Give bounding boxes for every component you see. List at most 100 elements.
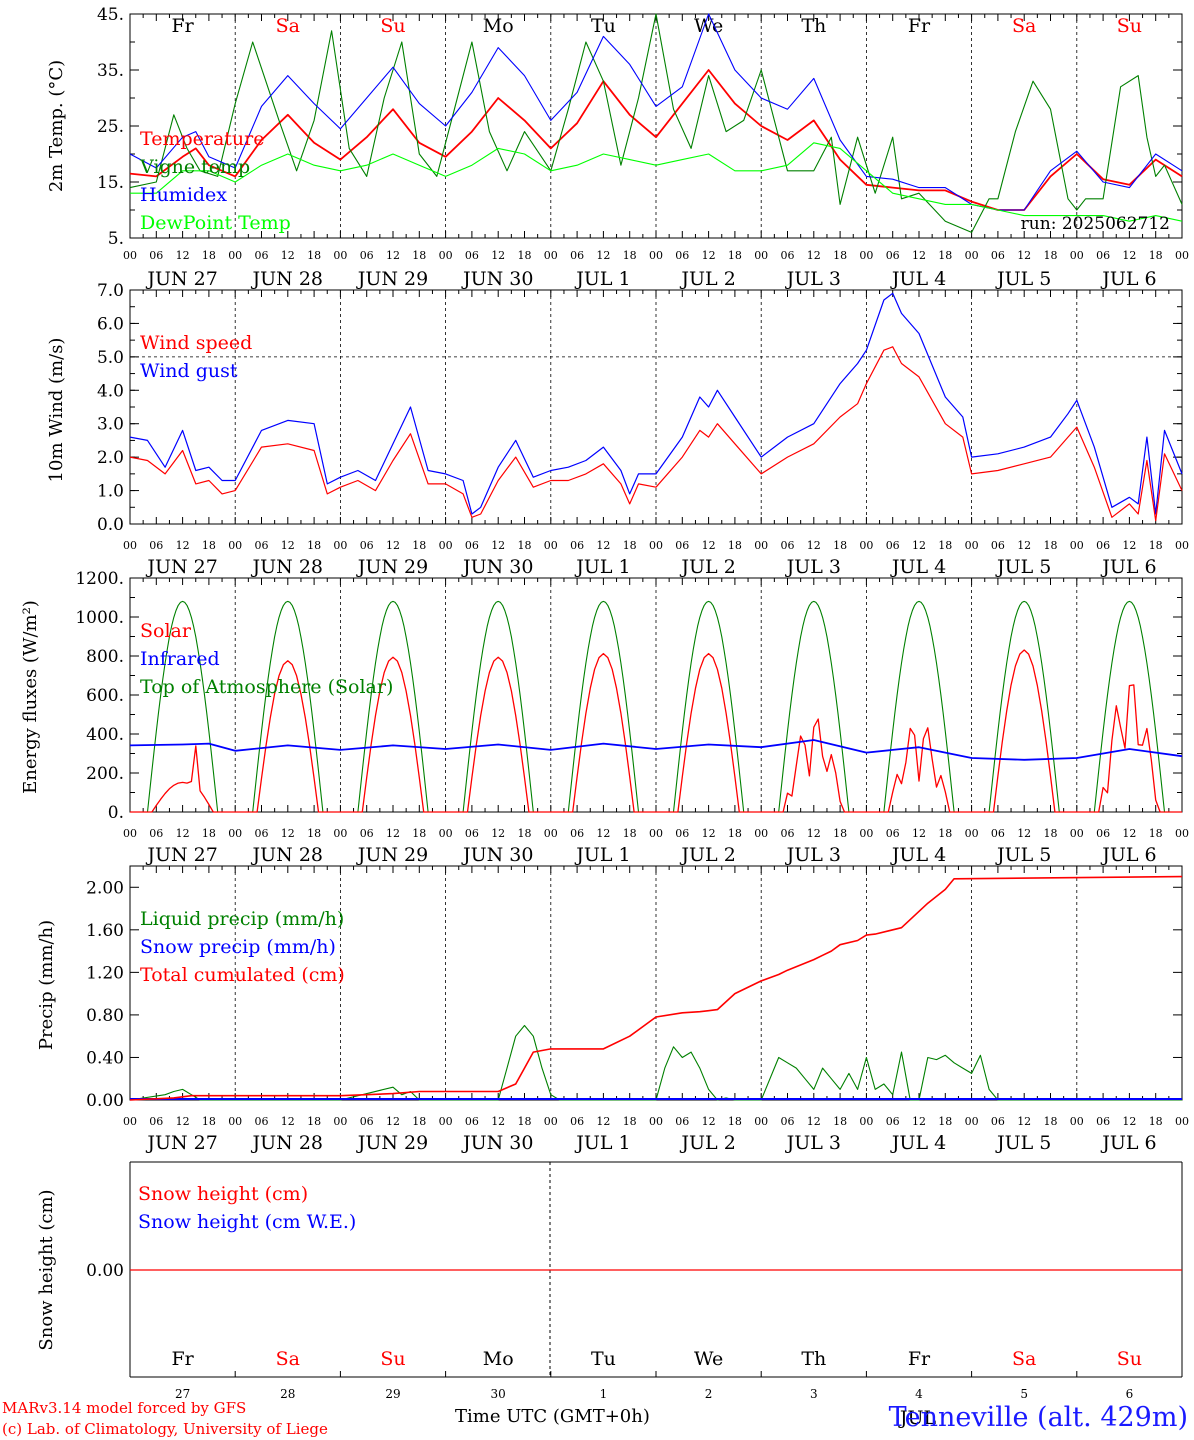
precip-ytick-label: 2.00 (86, 878, 124, 898)
snow-daynum-label: 27 (175, 1387, 190, 1401)
energy-hour-label: 18 (518, 827, 532, 840)
energy-hour-label: 06 (886, 827, 900, 840)
wind-hour-label: 18 (202, 539, 216, 552)
wind-hour-label: 12 (281, 539, 295, 552)
wind-ytick-label: 2.0 (97, 448, 124, 468)
wind-series-wind-speed (129, 346, 1183, 522)
energy-hour-label: 00 (544, 827, 558, 840)
snow-weekday-label: Mo (483, 1348, 514, 1370)
temp-hour-label: 18 (623, 249, 637, 262)
energy-hour-label: 06 (255, 827, 269, 840)
snow-weekday-label: Th (801, 1348, 826, 1370)
wind-hour-label: 18 (623, 539, 637, 552)
temp-hour-label: 06 (675, 249, 689, 262)
energy-ylabel: Energy fluxes (W/m²) (20, 600, 41, 794)
energy-date-label: JUN 29 (356, 844, 428, 866)
time-axis-label: Time UTC (GMT+0h) (455, 1406, 650, 1427)
temp-hour-label: 12 (807, 249, 821, 262)
snow-daynum-label: 4 (915, 1387, 923, 1401)
energy-ytick-label: 200. (86, 764, 124, 784)
energy-hour-label: 12 (702, 827, 716, 840)
temp-border (129, 13, 1183, 239)
temp-ytick-label: 45. (97, 5, 124, 25)
precip-hour-label: 12 (491, 1115, 505, 1128)
precip-hour-label: 00 (754, 1115, 768, 1128)
temp-hour-label: 18 (1044, 249, 1058, 262)
temp-weekday-label: Th (801, 15, 826, 37)
snow-ytick-label: 0.00 (86, 1261, 124, 1281)
wind-hour-label: 18 (307, 539, 321, 552)
energy-hour-label: 06 (360, 827, 374, 840)
precip-hour-label: 18 (833, 1115, 847, 1128)
wind-hour-label: 12 (491, 539, 505, 552)
temp-ytick-label: 35. (97, 61, 124, 81)
wind-ytick-label: 1.0 (97, 482, 124, 502)
temp-hour-label: 00 (1175, 249, 1189, 262)
wind-hour-label: 06 (360, 539, 374, 552)
precip-hour-label: 06 (991, 1115, 1005, 1128)
temp-hour-label: 18 (518, 249, 532, 262)
energy-hour-label: 12 (281, 827, 295, 840)
energy-hour-label: 00 (123, 827, 137, 840)
energy-hour-label: 12 (491, 827, 505, 840)
wind-ylabel: 10m Wind (m/s) (46, 338, 67, 483)
wind-date-label: JUN 27 (145, 556, 217, 578)
temp-hour-label: 12 (281, 249, 295, 262)
temp-hour-label: 06 (255, 249, 269, 262)
wind-hour-label: 00 (228, 539, 242, 552)
wind-hour-label: 00 (965, 539, 979, 552)
temp-series-dewpoint-temp (130, 142, 1183, 222)
temp-date-label: JUL 6 (1100, 268, 1156, 290)
snow-daynum-label: 1 (600, 1387, 608, 1401)
energy-hour-label: 18 (1149, 827, 1163, 840)
energy-hour-label: 00 (228, 827, 242, 840)
precip-ytick-label: 0.00 (86, 1091, 124, 1111)
snow-legend-item: Snow height (cm W.E.) (138, 1211, 356, 1233)
wind-date-label: JUN 29 (356, 556, 428, 578)
energy-hour-label: 18 (623, 827, 637, 840)
temp-date-label: JUL 1 (574, 268, 630, 290)
precip-hour-label: 06 (360, 1115, 374, 1128)
energy-hour-label: 00 (1070, 827, 1084, 840)
energy-hour-label: 00 (649, 827, 663, 840)
precip-date-label: JUL 4 (890, 1132, 946, 1154)
wind-hour-label: 06 (886, 539, 900, 552)
snow-weekday-label: We (694, 1348, 723, 1370)
wind-hour-label: 12 (386, 539, 400, 552)
snow-weekday-label: Fr (908, 1348, 931, 1370)
wind-frame (129, 289, 1183, 525)
temp-hour-label: 18 (202, 249, 216, 262)
snow-daynum-label: 3 (810, 1387, 818, 1401)
energy-hour-label: 06 (1096, 827, 1110, 840)
precip-hour-label: 00 (1070, 1115, 1084, 1128)
precip-hour-label: 00 (228, 1115, 242, 1128)
wind-series-wind-gust (129, 292, 1183, 515)
snow-weekday-label: Sa (276, 1348, 300, 1370)
temp-hour-label: 00 (439, 249, 453, 262)
wind-ytick-label: 3.0 (97, 415, 124, 435)
wind-hour-label: 00 (333, 539, 347, 552)
wind-date-label: JUL 6 (1100, 556, 1156, 578)
precip-hour-label: 18 (1044, 1115, 1058, 1128)
temp-hour-label: 12 (386, 249, 400, 262)
precip-date-label: JUN 30 (461, 1132, 533, 1154)
wind-hour-label: 12 (176, 539, 190, 552)
temp-date-label: JUL 3 (785, 268, 841, 290)
precip-hour-label: 18 (938, 1115, 952, 1128)
wind-hour-label: 18 (412, 539, 426, 552)
energy-ytick-label: 0. (108, 803, 124, 823)
energy-hour-label: 18 (728, 827, 742, 840)
temp-hour-label: 00 (965, 249, 979, 262)
wind-hour-label: 06 (991, 539, 1005, 552)
temp-hour-label: 18 (412, 249, 426, 262)
temp-hour-label: 12 (1122, 249, 1136, 262)
energy-ytick-label: 800. (86, 647, 124, 667)
energy-hour-label: 18 (202, 827, 216, 840)
snow-daynum-label: 5 (1020, 1387, 1028, 1401)
precip-hour-label: 00 (649, 1115, 663, 1128)
precip-date-label: JUL 1 (574, 1132, 630, 1154)
precip-ytick-label: 1.60 (86, 921, 124, 941)
wind-hour-label: 18 (833, 539, 847, 552)
wind-hour-label: 00 (859, 539, 873, 552)
